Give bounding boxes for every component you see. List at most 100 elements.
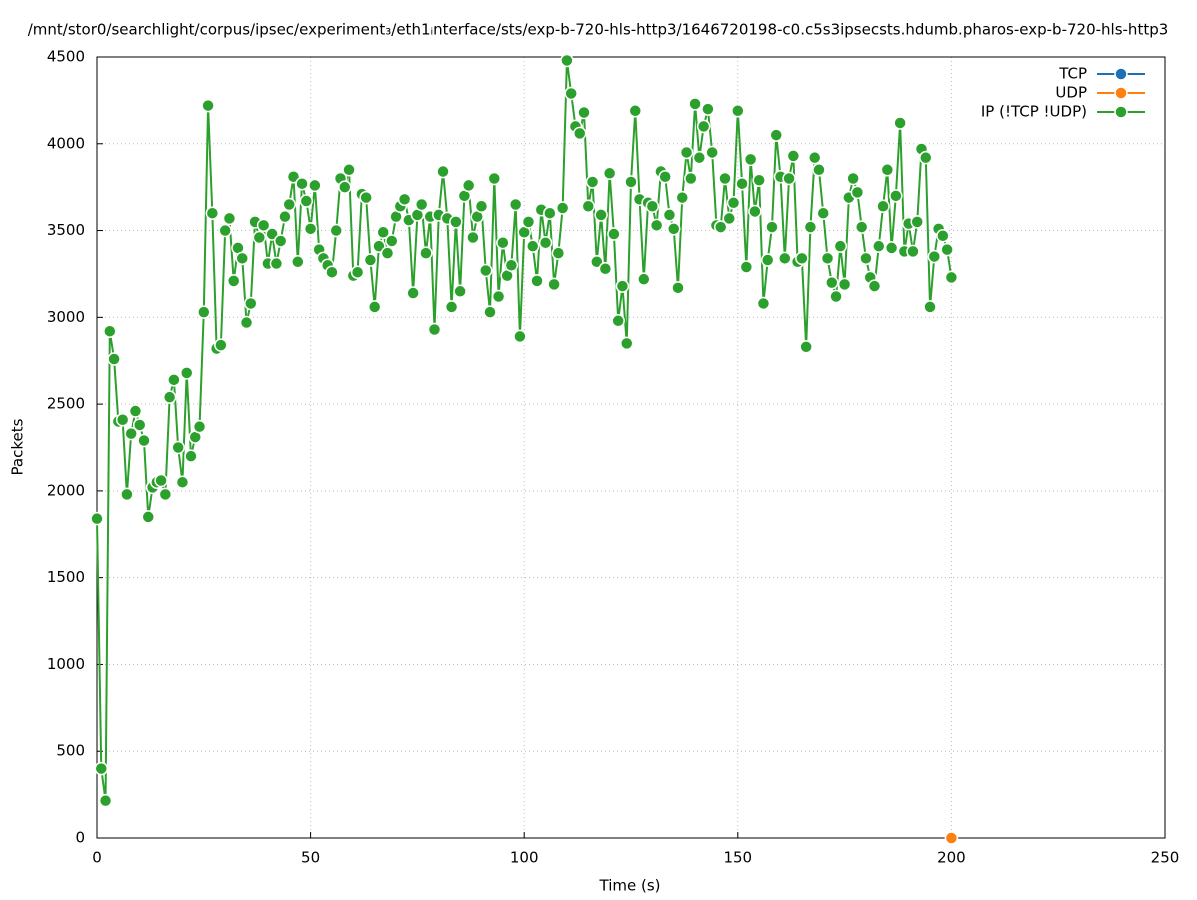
data-point bbox=[829, 289, 843, 304]
data-point bbox=[299, 194, 314, 208]
data-point bbox=[564, 86, 578, 101]
data-point bbox=[543, 206, 557, 220]
data-point bbox=[910, 215, 924, 229]
data-point bbox=[572, 126, 587, 141]
data-point bbox=[876, 199, 890, 214]
data-point bbox=[461, 178, 476, 193]
data-point bbox=[581, 199, 596, 214]
data-point bbox=[252, 230, 267, 245]
data-point bbox=[825, 275, 839, 290]
data-point bbox=[132, 418, 147, 432]
data-point bbox=[658, 170, 672, 184]
data-point bbox=[560, 53, 574, 68]
data-point bbox=[867, 279, 882, 293]
data-point bbox=[769, 128, 783, 142]
data-point bbox=[816, 206, 830, 220]
data-point bbox=[414, 197, 429, 212]
data-point bbox=[731, 104, 745, 118]
data-point bbox=[466, 230, 480, 245]
data-point bbox=[397, 192, 412, 207]
data-point bbox=[594, 208, 608, 222]
data-point bbox=[872, 239, 886, 253]
data-point bbox=[376, 225, 390, 240]
data-point bbox=[726, 196, 741, 210]
data-point bbox=[256, 218, 271, 233]
data-point bbox=[214, 338, 228, 352]
data-point bbox=[611, 314, 625, 328]
data-point bbox=[795, 251, 809, 266]
data-point bbox=[812, 163, 826, 177]
data-point bbox=[525, 239, 540, 253]
data-point bbox=[577, 105, 591, 120]
data-point bbox=[175, 475, 190, 489]
x-tick-label: 200 bbox=[937, 849, 966, 867]
data-point bbox=[265, 227, 279, 241]
data-point bbox=[303, 222, 318, 236]
data-point bbox=[491, 289, 506, 304]
data-point bbox=[192, 419, 207, 434]
data-point bbox=[748, 204, 762, 219]
data-point bbox=[666, 222, 681, 236]
data-point bbox=[936, 229, 950, 243]
data-point bbox=[171, 440, 185, 455]
data-point bbox=[90, 511, 104, 526]
data-point bbox=[453, 284, 467, 299]
data-point bbox=[722, 211, 737, 226]
data-point bbox=[235, 251, 249, 266]
data-point bbox=[765, 220, 779, 234]
data-point bbox=[367, 300, 382, 314]
data-point bbox=[854, 220, 869, 234]
data-point bbox=[197, 305, 211, 319]
data-point bbox=[944, 831, 959, 845]
data-point bbox=[218, 223, 232, 238]
data-point bbox=[98, 793, 113, 808]
data-point bbox=[624, 175, 638, 189]
data-point bbox=[598, 261, 613, 276]
data-point bbox=[701, 102, 715, 116]
y-tick-label: 4500 bbox=[47, 48, 85, 66]
data-point bbox=[406, 286, 420, 300]
y-tick-label: 1500 bbox=[47, 568, 85, 586]
legend-label: IP (!TCP !UDP) bbox=[981, 103, 1087, 121]
data-point bbox=[799, 340, 813, 354]
y-tick-label: 3000 bbox=[47, 308, 85, 326]
x-tick-label: 250 bbox=[1151, 849, 1180, 867]
y-tick-label: 500 bbox=[56, 742, 85, 760]
data-point bbox=[846, 171, 860, 186]
data-point bbox=[124, 426, 138, 441]
data-point bbox=[508, 197, 523, 212]
legend-marker bbox=[1114, 105, 1128, 119]
data-point bbox=[649, 218, 664, 233]
data-point bbox=[752, 173, 766, 187]
data-point bbox=[743, 152, 758, 167]
data-point bbox=[615, 279, 630, 293]
data-point bbox=[684, 171, 698, 186]
y-tick-label: 2000 bbox=[47, 481, 85, 499]
data-point bbox=[850, 185, 865, 200]
x-tick-label: 100 bbox=[510, 849, 539, 867]
y-tick-label: 1000 bbox=[47, 655, 85, 673]
data-point bbox=[444, 300, 459, 314]
data-point bbox=[713, 220, 728, 234]
data-point bbox=[906, 244, 920, 259]
data-point bbox=[380, 246, 395, 260]
data-point bbox=[585, 175, 600, 189]
data-point bbox=[718, 171, 732, 186]
data-point bbox=[786, 149, 801, 163]
data-point bbox=[308, 178, 322, 193]
data-point bbox=[555, 201, 570, 215]
data-point bbox=[675, 190, 690, 205]
data-point bbox=[269, 256, 284, 271]
data-point bbox=[239, 315, 254, 330]
data-point bbox=[474, 199, 489, 214]
data-point bbox=[739, 260, 754, 274]
data-point bbox=[607, 227, 621, 241]
data-point bbox=[487, 171, 502, 186]
x-tick-label: 150 bbox=[723, 849, 752, 867]
data-point bbox=[226, 274, 241, 288]
data-point bbox=[201, 98, 215, 113]
data-point bbox=[923, 300, 937, 314]
data-point bbox=[645, 199, 660, 214]
x-axis-label: Time (s) bbox=[599, 877, 661, 895]
